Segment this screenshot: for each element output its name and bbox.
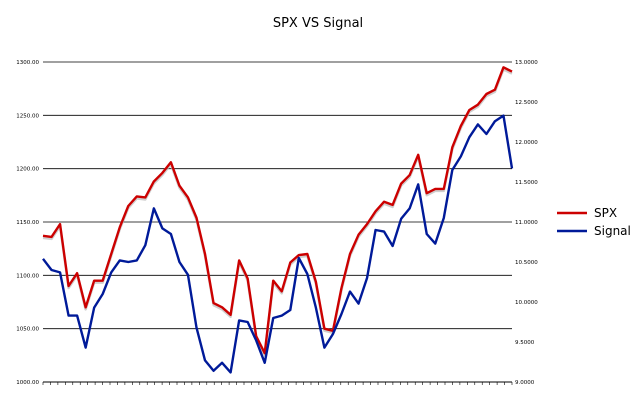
right-tick-label: 12.5000	[515, 100, 538, 106]
right-tick-label: 10.0000	[515, 300, 538, 306]
right-tick-label: 9.0000	[515, 380, 535, 386]
right-tick-label: 11.5000	[515, 180, 538, 186]
series-line-signal	[42, 114, 514, 374]
series-line-spx	[42, 66, 513, 355]
legend: SPX Signal	[557, 206, 631, 238]
right-tick-label: 12.0000	[515, 140, 538, 146]
right-axis-tick-labels: 9.0000 9.5000 10.0000 10.5000 11.0000 11.5000…	[515, 60, 538, 386]
left-axis-tick-labels: 1000.00 1050.00 1100.00 1150.00 1200.00 1250.…	[16, 60, 39, 386]
right-tick-label: 9.5000	[515, 340, 535, 346]
legend-label-spx: SPX	[594, 206, 617, 220]
legend-label-signal: Signal	[594, 224, 631, 238]
left-tick-label: 1150.00	[16, 220, 39, 226]
x-axis-ticks	[42, 382, 513, 385]
left-tick-label: 1100.00	[16, 273, 39, 279]
left-tick-label: 1250.00	[16, 113, 39, 119]
series-lines	[42, 66, 514, 374]
left-tick-label: 1200.00	[16, 167, 39, 173]
left-tick-label: 1300.00	[16, 60, 39, 66]
right-tick-label: 10.5000	[515, 260, 538, 266]
left-tick-label: 1050.00	[16, 327, 39, 333]
right-tick-label: 13.0000	[515, 60, 538, 66]
series-shadow-spx	[42, 68, 513, 357]
chart-title: SPX VS Signal	[273, 16, 363, 31]
left-tick-label: 1000.00	[16, 380, 39, 386]
right-tick-label: 11.0000	[515, 220, 538, 226]
